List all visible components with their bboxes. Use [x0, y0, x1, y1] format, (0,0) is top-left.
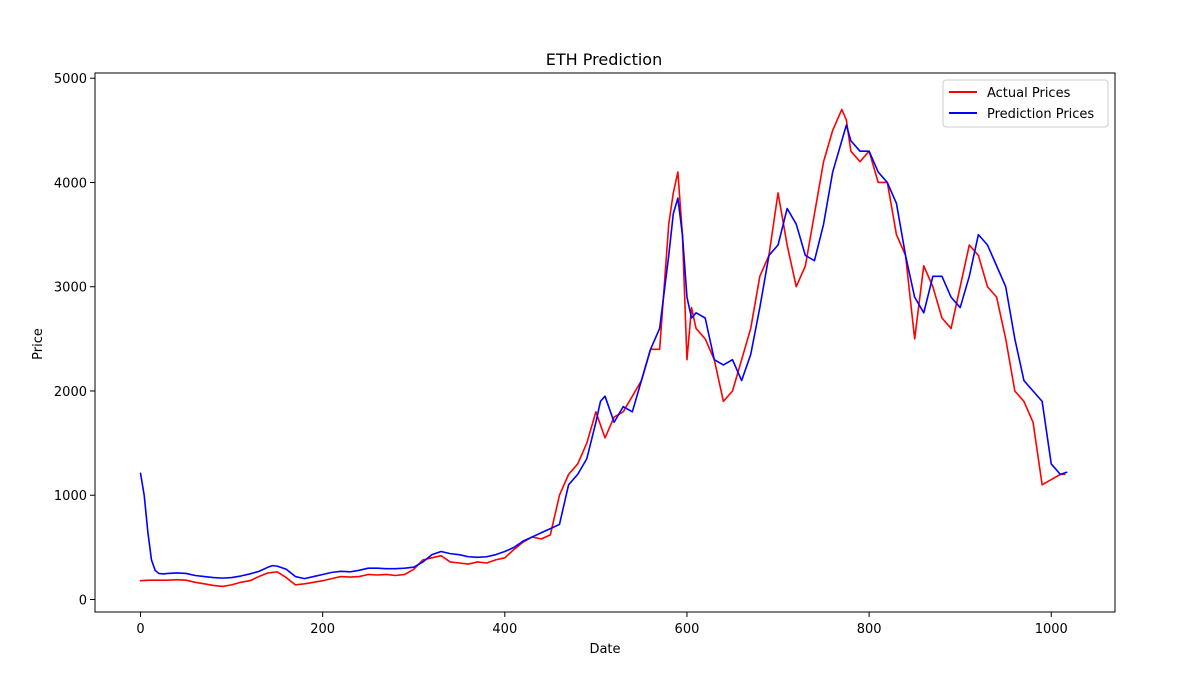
legend: Actual Prices Prediction Prices	[942, 79, 1109, 128]
y-tick-label: 1000	[54, 489, 87, 504]
x-axis-ticks: 0 200 400 600 800 1000	[136, 612, 1068, 637]
x-axis-label: Date	[589, 642, 620, 657]
y-tick-label: 2000	[54, 385, 87, 400]
x-tick-label: 200	[310, 622, 335, 637]
x-tick-label: 800	[857, 622, 882, 637]
y-tick-label: 4000	[54, 176, 87, 191]
x-tick-label: 600	[675, 622, 700, 637]
series-line-prediction-prices	[139, 124, 1068, 580]
y-tick-label: 0	[79, 593, 87, 608]
x-tick-label: 400	[492, 622, 517, 637]
legend-label-prediction-prices: Prediction Prices	[987, 107, 1094, 122]
y-tick-label: 5000	[54, 72, 87, 87]
x-tick-label: 1000	[1035, 622, 1068, 637]
legend-label-actual-prices: Actual Prices	[987, 86, 1071, 101]
plot-area	[94, 72, 1116, 613]
x-tick-label: 0	[136, 622, 144, 637]
plot-frame	[94, 72, 1116, 613]
y-tick-label: 3000	[54, 281, 87, 296]
chart-title: ETH Prediction	[546, 50, 662, 69]
legend-box	[942, 79, 1109, 128]
series-line-actual-prices	[139, 108, 1066, 588]
y-axis-label: Price	[31, 328, 46, 360]
y-axis-ticks: 0 1000 2000 3000 4000 5000	[54, 72, 95, 608]
